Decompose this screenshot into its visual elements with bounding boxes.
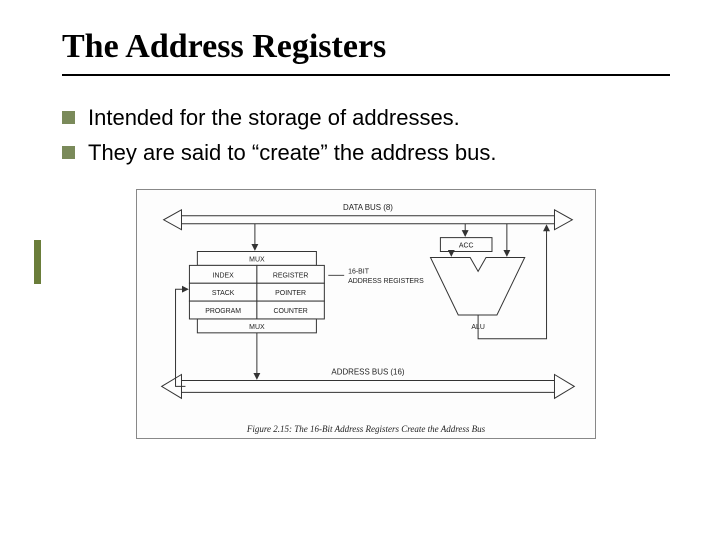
diagram-svg: DATA BUS (8) MUX <box>137 190 595 438</box>
reg-r2c1: STACK <box>212 290 235 297</box>
address-registers-diagram: DATA BUS (8) MUX <box>136 189 596 439</box>
alu-block: ALU <box>430 258 524 331</box>
reg-r1c2: REGISTER <box>273 272 308 279</box>
data-bus: DATA BUS (8) <box>164 203 573 230</box>
svg-text:ADDRESS REGISTERS: ADDRESS REGISTERS <box>348 278 424 285</box>
figure-caption: Figure 2.15: The 16-Bit Address Register… <box>137 424 595 434</box>
address-bus: ADDRESS BUS (16) <box>162 368 575 399</box>
acc-label: ACC <box>459 243 474 250</box>
slide: The Address Registers Intended for the s… <box>0 0 720 540</box>
address-bus-label: ADDRESS BUS (16) <box>331 368 404 377</box>
acc-block: ACC <box>440 238 492 256</box>
register-side-label: 16-BIT ADDRESS REGISTERS <box>328 269 424 286</box>
svg-text:16-BIT: 16-BIT <box>348 269 370 276</box>
reg-r1c1: INDEX <box>213 272 235 279</box>
reg-r3c1: PROGRAM <box>205 308 241 315</box>
addrbus-return <box>176 289 188 386</box>
figure-container: DATA BUS (8) MUX <box>62 189 670 439</box>
bullet-item: They are said to “create” the address bu… <box>62 139 670 168</box>
page-title: The Address Registers <box>62 28 670 66</box>
data-bus-label: DATA BUS (8) <box>343 203 393 212</box>
reg-r3c2: COUNTER <box>273 308 307 315</box>
accent-bar <box>34 240 41 284</box>
mux-bot-label: MUX <box>249 324 265 331</box>
bullet-item: Intended for the storage of addresses. <box>62 104 670 133</box>
title-rule <box>62 74 670 76</box>
mux-top-label: MUX <box>249 257 265 264</box>
register-block: MUX INDEX REGISTER STACK POINTER PROGRAM <box>189 252 324 333</box>
reg-r2c2: POINTER <box>275 290 306 297</box>
bullet-list: Intended for the storage of addresses. T… <box>62 104 670 167</box>
